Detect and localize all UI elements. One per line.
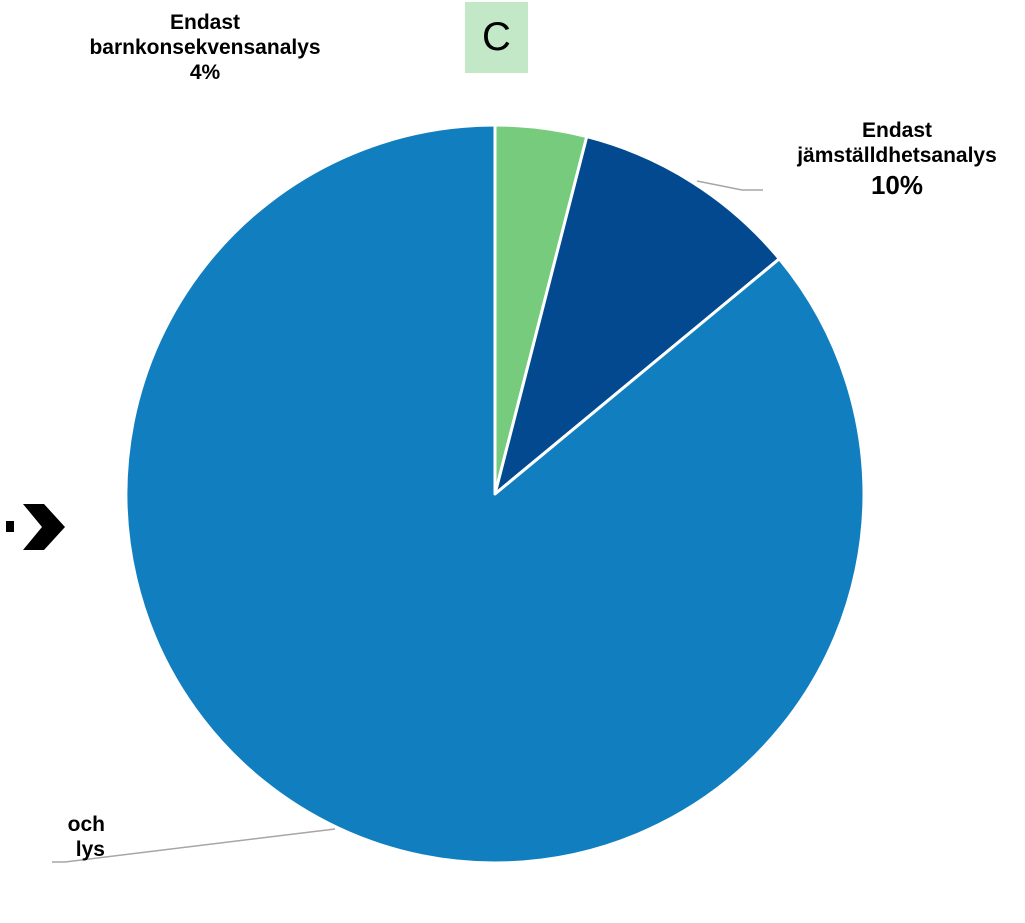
- leader-line-jamstalldhet: [696, 180, 763, 191]
- dashed-right-arrow-icon: [6, 504, 65, 550]
- slice-label-line: barnkonsekvensanalys: [89, 36, 321, 60]
- pie-slice-1: [493, 135, 781, 496]
- pie-slices: [124, 123, 866, 865]
- slice-label-both-analyses: och lys: [0, 812, 105, 862]
- panel-letter: C: [465, 2, 528, 73]
- slice-label-line: Endast: [861, 119, 932, 142]
- slice-label-line: Endast: [169, 11, 240, 34]
- slice-value-label: 10%: [870, 170, 924, 201]
- pie-slice-2: [124, 123, 866, 865]
- slice-label-line: och: [67, 813, 105, 836]
- slice-value-label: 4%: [189, 61, 221, 85]
- leader-line-both: [52, 828, 336, 863]
- slice-label-jamstalldhetsanalys: Endast jämställdhetsanalys 10%: [762, 118, 1025, 202]
- slice-label-line: lys: [75, 838, 105, 862]
- slice-label-barnkonsekvensanalys: Endast barnkonsekvensanalys 4%: [60, 10, 350, 86]
- slice-label-line: jämställdhetsanalys: [797, 144, 997, 168]
